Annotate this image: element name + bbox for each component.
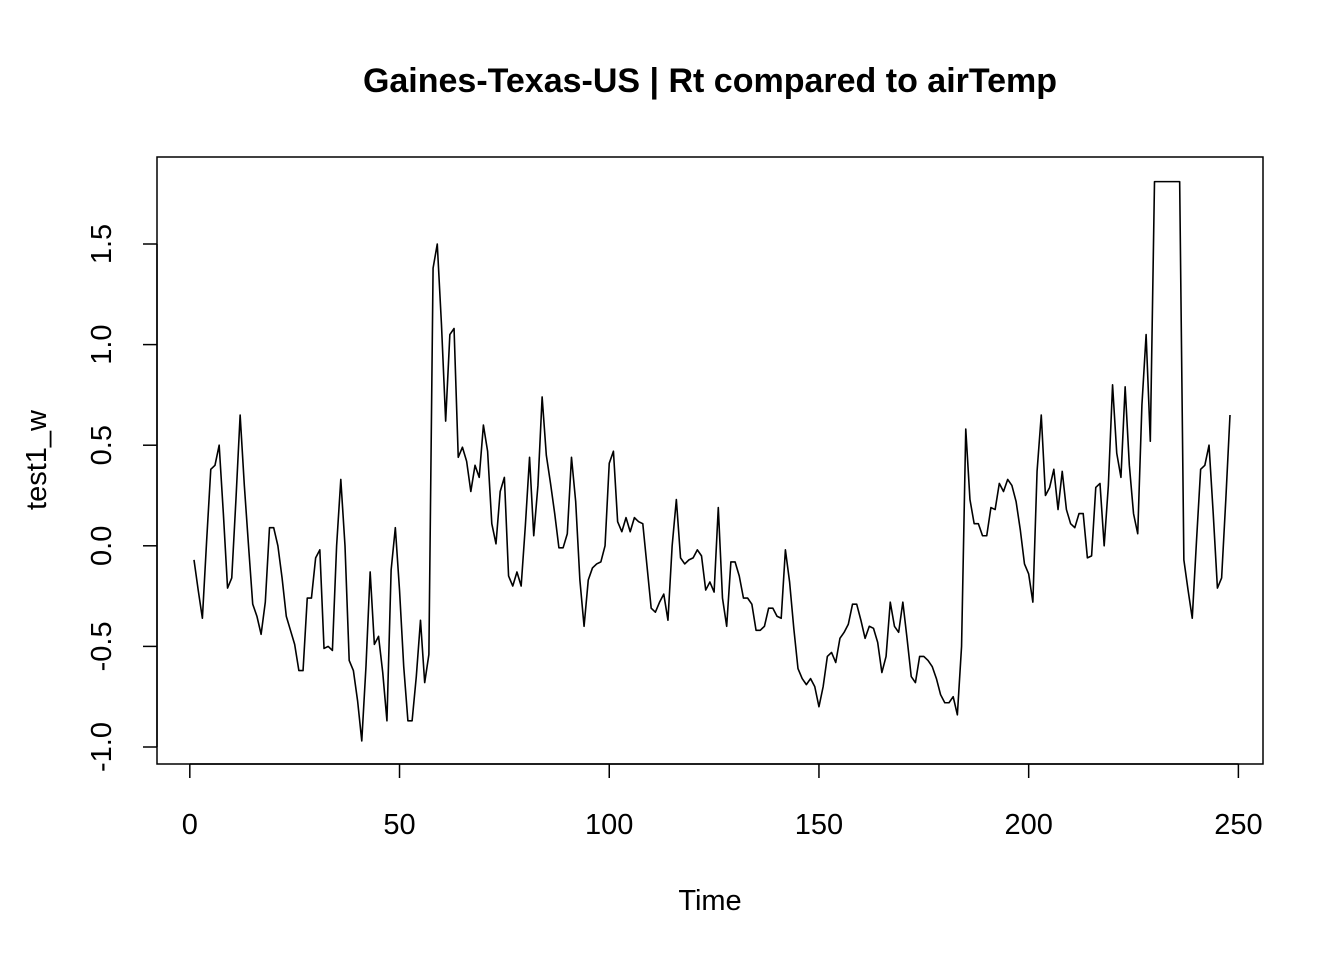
y-tick-label: 0.0 bbox=[86, 526, 118, 566]
x-tick-label: 150 bbox=[795, 809, 843, 841]
series-line bbox=[193, 180, 1231, 742]
y-tick-label: 1.5 bbox=[86, 224, 118, 264]
x-tick-label: 200 bbox=[1004, 809, 1052, 841]
chart-title: Gaines-Texas-US | Rt compared to airTemp bbox=[363, 62, 1057, 100]
y-axis: -1.0 -0.5 0.0 0.5 1.0 1.5 bbox=[86, 224, 158, 772]
x-tick-label: 50 bbox=[383, 809, 415, 841]
x-tick-label: 250 bbox=[1214, 809, 1262, 841]
y-tick-label: -1.0 bbox=[86, 722, 118, 772]
y-axis-label: test1_w bbox=[21, 409, 53, 510]
y-tick-label: -0.5 bbox=[86, 621, 118, 671]
x-axis-label: Time bbox=[678, 885, 741, 917]
plot-frame bbox=[156, 156, 1264, 765]
x-tick-label: 0 bbox=[182, 809, 198, 841]
y-tick-label: 1.0 bbox=[86, 324, 118, 364]
x-tick-label: 100 bbox=[585, 809, 633, 841]
y-tick-label: 0.5 bbox=[86, 425, 118, 465]
x-axis: 0 50 100 150 200 250 bbox=[182, 763, 1263, 841]
